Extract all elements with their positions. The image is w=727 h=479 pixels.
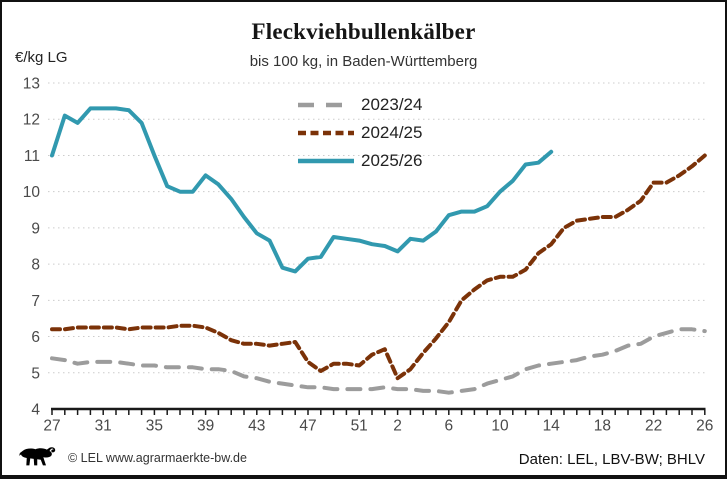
x-tick-label: 2 bbox=[393, 418, 402, 435]
x-tick-label: 14 bbox=[543, 418, 561, 435]
y-tick-label: 9 bbox=[31, 220, 40, 237]
legend-label: 2023/24 bbox=[361, 94, 423, 114]
legend-label: 2024/25 bbox=[361, 122, 423, 142]
y-tick-label: 10 bbox=[23, 184, 41, 201]
y-tick-label: 12 bbox=[23, 112, 40, 129]
legend-swatch-solid-icon bbox=[298, 158, 354, 163]
legend-item-2023-24: 2023/24 bbox=[297, 94, 422, 115]
series-line-2023-24 bbox=[50, 327, 707, 395]
x-tick-label: 51 bbox=[351, 418, 368, 435]
x-tick-label: 27 bbox=[43, 418, 60, 435]
x-tick-label: 39 bbox=[197, 418, 214, 435]
bw-lion-icon bbox=[18, 447, 56, 466]
y-tick-label: 6 bbox=[31, 329, 40, 346]
copyright-text: © LEL www.agrarmaerkte-bw.de bbox=[68, 450, 247, 465]
y-tick-label: 7 bbox=[31, 293, 40, 310]
x-tick-label: 6 bbox=[444, 418, 453, 435]
y-tick-label: 13 bbox=[23, 76, 40, 93]
x-tick-label: 26 bbox=[696, 418, 713, 435]
y-tick-label: 8 bbox=[31, 257, 40, 274]
page-title: Fleckviehbullenkälber bbox=[251, 19, 476, 44]
x-tick-label: 43 bbox=[248, 418, 265, 435]
x-tick-label: 18 bbox=[594, 418, 611, 435]
legend-swatch-dashed-short-icon bbox=[298, 130, 354, 135]
page-subtitle: bis 100 kg, in Baden-Württemberg bbox=[249, 53, 478, 70]
x-tick-label: 10 bbox=[491, 418, 509, 435]
x-tick-label: 47 bbox=[299, 418, 316, 435]
data-source-text: Daten: LEL, LBV-BW; BHLV bbox=[518, 451, 705, 468]
legend-label: 2025/26 bbox=[361, 150, 423, 170]
y-axis-unit-label: €/kg LG bbox=[15, 49, 68, 66]
y-tick-label: 11 bbox=[24, 148, 40, 165]
legend-swatch-dashed-long-icon bbox=[298, 102, 354, 107]
footer-copyright: © LEL www.agrarmaerkte-bw.de bbox=[18, 447, 247, 468]
x-tick-label: 31 bbox=[95, 418, 112, 435]
y-tick-label: 5 bbox=[31, 365, 40, 382]
legend-item-2025-26: 2025/26 bbox=[297, 150, 422, 171]
series-line-2024-25 bbox=[50, 153, 707, 381]
legend-item-2024-25: 2024/25 bbox=[297, 122, 422, 143]
legend: 2023/24 2024/25 2025/26 bbox=[297, 94, 422, 171]
x-tick-label: 35 bbox=[146, 418, 163, 435]
x-tick-label: 22 bbox=[645, 418, 662, 435]
series-line-2025-26 bbox=[50, 106, 554, 274]
y-tick-label: 4 bbox=[31, 402, 40, 419]
